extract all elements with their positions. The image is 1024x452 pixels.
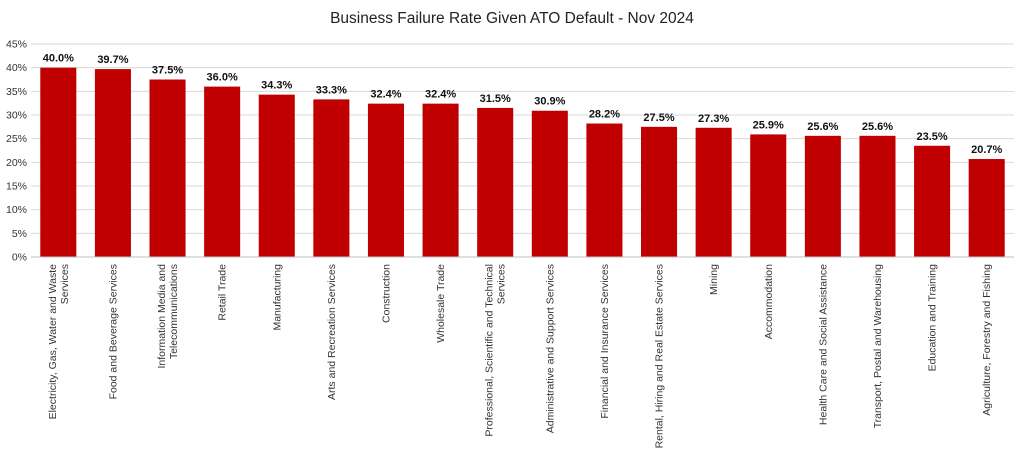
x-category-label: Transport, Postal and Warehousing: [872, 264, 884, 429]
gridlines: [31, 43, 1014, 234]
x-category-label: Retail Trade: [217, 264, 229, 321]
y-tick-label: 5%: [12, 228, 27, 240]
bar: [641, 126, 678, 257]
x-category-label-line: Accommodation: [763, 264, 775, 339]
bar: [750, 134, 787, 257]
x-category-label: Construction: [380, 264, 392, 323]
x-category-label-line: Administrative and Support Services: [544, 264, 556, 433]
y-tick-label: 25%: [6, 133, 27, 145]
y-tick-label: 35%: [6, 86, 27, 98]
x-category-label-line: Construction: [380, 264, 392, 323]
y-tick-label: 15%: [6, 181, 27, 193]
x-category-label: Mining: [708, 264, 720, 295]
x-category-label-line: Services: [496, 264, 508, 304]
x-category-label: Health Care and Social Assistance: [817, 264, 829, 425]
data-label: 23.5%: [916, 131, 947, 143]
x-category-label-line: Telecommunications: [168, 264, 180, 359]
data-label: 32.4%: [425, 89, 456, 101]
bar: [695, 127, 732, 257]
x-category-label-line: Wholesale Trade: [435, 264, 447, 343]
x-category-label: Information Media and Telecommunications: [156, 264, 180, 369]
bar: [422, 103, 459, 257]
x-category-label: Arts and Recreation Services: [326, 264, 338, 400]
data-label: 30.9%: [534, 96, 565, 108]
bars: [40, 67, 1005, 258]
y-tick-label: 0%: [12, 252, 27, 264]
data-label: 34.3%: [261, 80, 292, 92]
y-tick-label: 20%: [6, 157, 27, 169]
data-label: 25.6%: [807, 121, 838, 133]
data-label: 36.0%: [207, 72, 238, 84]
y-tick-label: 40%: [6, 62, 27, 74]
x-category-label-line: Information Media and: [156, 264, 168, 369]
bar: [531, 110, 568, 258]
data-label: 40.0%: [43, 53, 74, 65]
y-tick-label: 30%: [6, 110, 27, 122]
data-label: 37.5%: [152, 65, 183, 77]
x-category-label-line: Mining: [708, 264, 720, 295]
y-axis-ticks: 0% 5% 10% 15% 20% 25% 30% 35% 40% 45%: [6, 39, 27, 264]
bar: [477, 107, 514, 258]
data-label: 25.6%: [862, 121, 893, 133]
data-label: 27.3%: [698, 113, 729, 125]
y-tick-label: 10%: [6, 204, 27, 216]
x-category-label: Electricity, Gas, Water and Waste Service…: [47, 264, 71, 420]
x-category-label-line: Food and Beverage Services: [107, 264, 119, 399]
data-label: 31.5%: [480, 93, 511, 105]
chart-title: Business Failure Rate Given ATO Default …: [330, 10, 694, 27]
data-labels: 40.0% 39.7% 37.5% 36.0% 34.3% 33.3% 32.4% 32.4%…: [43, 53, 1003, 156]
bar: [204, 86, 241, 257]
x-axis-categories: Electricity, Gas, Water and Waste Service…: [47, 264, 993, 449]
x-category-label-line: Manufacturing: [271, 264, 283, 331]
x-category-label: Education and Training: [927, 264, 939, 372]
bar: [914, 145, 951, 257]
x-category-label-line: Transport, Postal and Warehousing: [872, 264, 884, 429]
data-label: 39.7%: [97, 54, 128, 66]
x-category-label-line: Retail Trade: [217, 264, 229, 321]
data-label: 32.4%: [370, 89, 401, 101]
data-label: 27.5%: [643, 112, 674, 124]
data-label: 20.7%: [971, 144, 1002, 156]
data-label: 28.2%: [589, 109, 620, 121]
bar: [149, 79, 186, 257]
x-category-label-line: Education and Training: [927, 264, 939, 372]
bar: [40, 67, 77, 258]
bar: [859, 135, 896, 257]
bar: [313, 99, 350, 257]
x-category-label: Agriculture, Forestry and Fishing: [981, 264, 993, 416]
x-category-label: Financial and Insurance Services: [599, 264, 611, 419]
x-category-label-line: Health Care and Social Assistance: [817, 264, 829, 425]
bar: [258, 94, 295, 257]
data-label: 25.9%: [753, 119, 784, 131]
x-category-label: Manufacturing: [271, 264, 283, 331]
x-category-label: Rental, Hiring and Real Estate Services: [654, 264, 666, 448]
bar: [367, 103, 404, 257]
bar: [968, 159, 1005, 257]
x-category-label: Wholesale Trade: [435, 264, 447, 343]
bar: [804, 135, 841, 257]
x-category-label-line: Arts and Recreation Services: [326, 264, 338, 400]
bar: [94, 69, 131, 257]
x-category-label: Administrative and Support Services: [544, 264, 556, 433]
bar: [586, 123, 623, 258]
x-category-label-line: Services: [59, 264, 71, 304]
x-category-label-line: Electricity, Gas, Water and Waste: [47, 264, 59, 420]
x-category-label-line: Professional, Scientific and Technical: [484, 264, 496, 437]
data-label: 33.3%: [316, 84, 347, 96]
x-category-label-line: Agriculture, Forestry and Fishing: [981, 264, 993, 416]
x-category-label-line: Financial and Insurance Services: [599, 264, 611, 419]
x-category-label: Accommodation: [763, 264, 775, 339]
x-category-label: Professional, Scientific and Technical Se…: [484, 264, 508, 437]
x-category-label: Food and Beverage Services: [107, 264, 119, 399]
x-category-label-line: Rental, Hiring and Real Estate Services: [654, 264, 666, 448]
y-tick-label: 45%: [6, 39, 27, 51]
